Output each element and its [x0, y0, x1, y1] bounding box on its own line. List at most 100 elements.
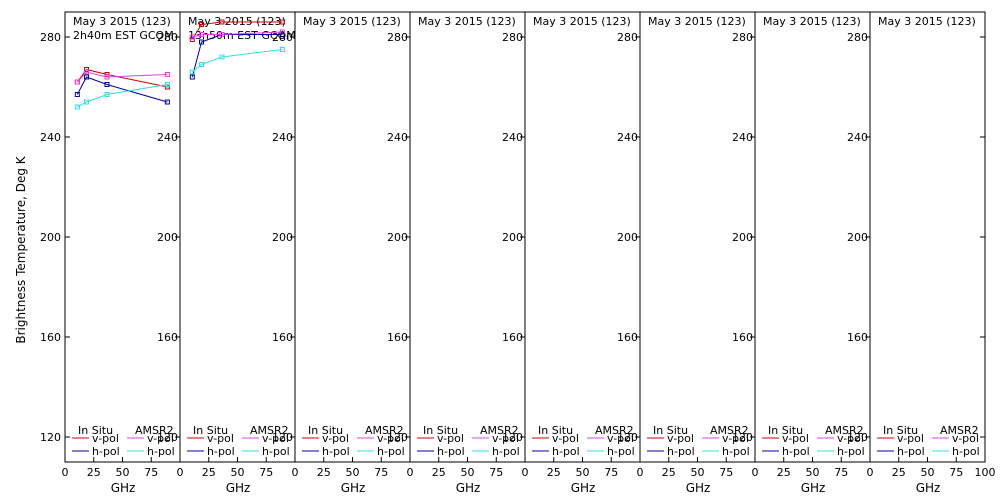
- y-tick-label: 200: [40, 231, 61, 244]
- x-tick-label: 0: [522, 466, 529, 479]
- legend-label-in_situ_v: v-pol: [92, 432, 119, 445]
- panel-4: May 3 2015 (123) 120 160 200 240 280 0 25 50 75 GH…: [387, 11, 526, 495]
- legend-header-in-situ: In Situ: [193, 424, 228, 437]
- x-axis-label: GHz: [341, 481, 366, 495]
- y-tick-label: 120: [617, 431, 638, 444]
- y-tick-label: 280: [157, 31, 178, 44]
- panel-6: May 3 2015 (123) 120 160 200 240 280 0 25 50 75 GH…: [617, 11, 756, 495]
- y-tick-label: 200: [387, 231, 408, 244]
- x-tick-label: 75: [604, 466, 618, 479]
- x-tick-label: 0: [867, 466, 874, 479]
- y-tick-label: 160: [502, 331, 523, 344]
- legend-label-in_situ_v: v-pol: [437, 432, 464, 445]
- panel-8: May 3 2015 (123) 120 160 200 240 280 0 25 50 75 10…: [847, 11, 996, 495]
- series-point-in_situ_h: [189, 74, 195, 80]
- y-tick-label: 200: [732, 231, 753, 244]
- series-point-in_situ_v: [279, 19, 285, 25]
- legend-header-amsr2: AMSR2: [825, 424, 864, 437]
- legend-label-amsr2_h: h-pol: [837, 445, 865, 458]
- legend-header-amsr2: AMSR2: [480, 424, 519, 437]
- x-tick-label: 0: [407, 466, 414, 479]
- legend-header-amsr2: AMSR2: [250, 424, 289, 437]
- legend-label-amsr2_h: h-pol: [262, 445, 290, 458]
- series-line-in_situ_v: [76, 68, 168, 88]
- series-amsr2_h: [74, 82, 170, 110]
- legend-label-in_situ_v: v-pol: [782, 432, 809, 445]
- legend-header-amsr2: AMSR2: [365, 424, 404, 437]
- y-tick-label: 200: [617, 231, 638, 244]
- legend-label-in_situ_h: h-pol: [207, 445, 235, 458]
- series-point-amsr2_v: [219, 32, 225, 37]
- y-tick-label: 120: [157, 431, 178, 444]
- y-tick-label: 160: [732, 331, 753, 344]
- series-point-in_situ_v: [219, 19, 225, 25]
- y-tick-label: 160: [157, 331, 178, 344]
- series-point-amsr2_h: [104, 92, 110, 97]
- y-tick-label: 280: [272, 31, 293, 44]
- x-axis-label: GHz: [111, 481, 136, 495]
- x-tick-label: 25: [777, 466, 791, 479]
- x-tick-label: 25: [317, 466, 331, 479]
- series-point-amsr2_h: [219, 54, 225, 60]
- panel-2: May 3 2015 (123)13h50m EST GCOM120160200…: [157, 11, 296, 495]
- legend-header-in-situ: In Situ: [883, 424, 918, 437]
- y-tick-label: 240: [847, 131, 868, 144]
- y-axis-label: Brightness Temperature, Deg K: [14, 155, 28, 343]
- y-tick-label: 240: [617, 131, 638, 144]
- legend-label-amsr2_v: v-pol: [147, 432, 174, 445]
- x-tick-label: 75: [834, 466, 848, 479]
- series-amsr2_v: [74, 69, 170, 85]
- series-line-amsr2_h: [77, 84, 168, 108]
- x-tick-label: 50: [346, 466, 360, 479]
- x-tick-label: 75: [374, 466, 388, 479]
- panel-1: May 3 2015 (123)2h40m EST GCOM 120 160 200 2…: [40, 11, 181, 495]
- legend-label-amsr2_v: v-pol: [952, 432, 979, 445]
- y-tick-label: 160: [617, 331, 638, 344]
- panel-5: May 3 2015 (123) 120 160 200 240 280 0 25 50 75 GH…: [502, 11, 641, 495]
- legend-header-in-situ: In Situ: [308, 424, 343, 437]
- x-tick-label: 0: [62, 466, 69, 479]
- panel-title: May 3 2015 (123): [533, 15, 631, 28]
- panel-title: May 3 2015 (123): [303, 15, 401, 28]
- x-tick-label: 50: [921, 466, 935, 479]
- legend-label-in_situ_v: v-pol: [207, 432, 234, 445]
- series-in_situ_h: [74, 74, 170, 105]
- x-axis-label: GHz: [686, 481, 711, 495]
- legend-header-amsr2: AMSR2: [710, 424, 749, 437]
- legend-label-amsr2_v: v-pol: [377, 432, 404, 445]
- y-tick-label: 200: [847, 231, 868, 244]
- series-point-in_situ_h: [104, 82, 110, 87]
- series-point-amsr2_v: [164, 72, 170, 77]
- series-line-in_situ_h: [76, 76, 168, 103]
- legend-label-in_situ_v: v-pol: [322, 432, 349, 445]
- legend-label-in_situ_v: v-pol: [667, 432, 694, 445]
- panel-title: May 3 2015 (123): [648, 15, 746, 28]
- y-tick-label: 160: [40, 331, 61, 344]
- legend-header-amsr2: AMSR2: [940, 424, 979, 437]
- x-tick-label: 25: [432, 466, 446, 479]
- panel-title: May 3 2015 (123): [763, 15, 861, 28]
- series-point-amsr2_h: [84, 99, 89, 105]
- y-tick-label: 240: [272, 131, 293, 144]
- x-tick-label: 75: [259, 466, 273, 479]
- series-point-in_situ_v: [199, 22, 204, 27]
- y-tick-label: 280: [847, 31, 868, 44]
- y-tick-label: 120: [847, 431, 868, 444]
- series-point-in_situ_h: [199, 39, 204, 45]
- x-tick-label: 50: [806, 466, 820, 479]
- x-tick-label: 25: [892, 466, 906, 479]
- panel-title: May 3 2015 (123): [418, 15, 516, 28]
- x-axis-label: GHz: [801, 481, 826, 495]
- legend-label-in_situ_v: v-pol: [552, 432, 579, 445]
- x-tick-label: 25: [202, 466, 216, 479]
- x-axis-label: GHz: [571, 481, 596, 495]
- series-point-amsr2_h: [279, 47, 285, 52]
- series-line-amsr2_v: [192, 31, 283, 38]
- panel-title: May 3 2015 (123): [878, 15, 976, 28]
- x-tick-label: 75: [719, 466, 733, 479]
- series-point-amsr2_v: [279, 29, 285, 35]
